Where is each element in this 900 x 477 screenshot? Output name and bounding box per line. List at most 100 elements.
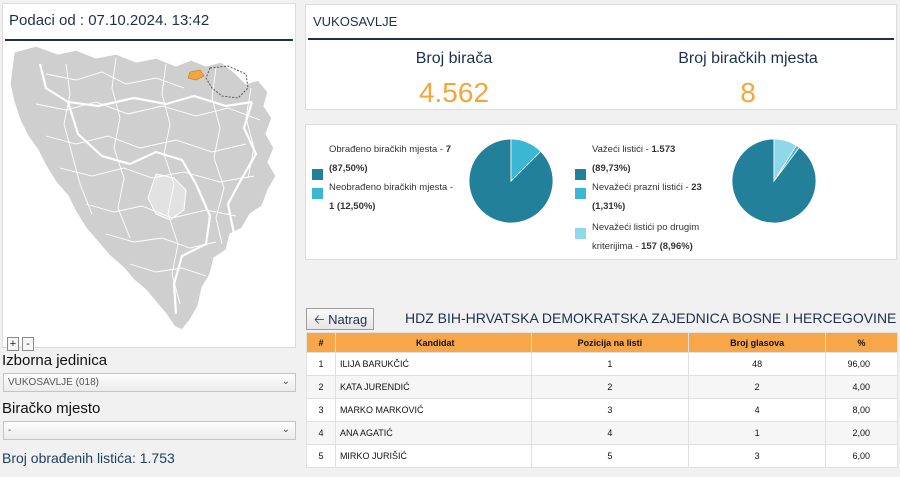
legend-swatch-valid (575, 169, 586, 180)
stations-value: 8 (740, 77, 756, 108)
polling-station-value: - (8, 425, 12, 436)
col-position: Pozicija na listi (530, 332, 690, 353)
legend-valid: Važeći listići - 1.573 (89,73%) (575, 140, 715, 180)
legend-unprocessed-value: 1 (12,50%) (329, 201, 376, 212)
zoom-in-button[interactable]: + (7, 337, 19, 351)
constituency-label: Izborna jedinica (2, 352, 108, 369)
legend-processed-pct: (87,50%) (329, 163, 368, 174)
cell-percent: 96,00 (825, 352, 898, 376)
charts-panel: Obrađeno biračkih mjesta - 7 (87,50%) Ne… (305, 124, 897, 260)
legend-blank-label: Nevažeći prazni listići - (592, 182, 692, 193)
cell-percent: 8,00 (825, 398, 898, 422)
chevron-down-icon: ⌄ (281, 376, 290, 387)
map-country-shape (9, 45, 277, 331)
ballots-pie-slice-3 (773, 138, 797, 183)
table-header-row: # Kandidat Pozicija na listi Broj glasov… (306, 332, 898, 353)
map-municipality-borders (35, 57, 261, 305)
legend-other: Nevažeći listići po drugim kriterijima -… (575, 218, 715, 256)
legend-blank-value: 23 (691, 182, 702, 193)
cell-candidate: ILIJA BARUKČIĆ (334, 352, 532, 376)
stations-pie-slice-2 (510, 138, 542, 182)
zoom-out-button[interactable]: - (22, 337, 34, 351)
cell-number: 3 (306, 398, 336, 422)
cell-position: 2 (530, 375, 690, 399)
ballots-pie-chart (731, 138, 817, 224)
legend-valid-pct: (89,73%) (592, 163, 631, 174)
legend-valid-value: 1.573 (651, 144, 676, 155)
map-district-outline (205, 65, 249, 99)
summary-panel: VUKOSAVLJE Broj birača 4.562 Broj biračk… (305, 4, 897, 110)
legend-processed-label: Obrađeno biračkih mjesta - (329, 144, 446, 155)
constituency-value: VUKOSAVLJE (018) (8, 377, 99, 388)
arrow-left-icon: 🡠 (314, 312, 325, 327)
table-row: 3 MARKO MARKOVIĆ 3 4 8,00 (306, 398, 898, 422)
data-timestamp: Podaci od : 07.10.2024. 13:42 (9, 12, 210, 29)
legend-other-value: 157 (8,96%) (641, 241, 693, 252)
legend-processed-value: 7 (445, 144, 451, 155)
cell-percent: 6,00 (825, 444, 898, 468)
processed-ballots-count: Broj obrađenih listića: 1.753 (2, 450, 175, 466)
cell-position: 3 (530, 398, 690, 422)
col-number: # (306, 332, 336, 353)
voters-label: Broj birača (415, 50, 493, 67)
legend-other-label-1: Nevažeći listići po drugim (592, 222, 700, 233)
cell-number: 4 (306, 421, 336, 445)
cell-candidate: KATA JURENDIĆ (334, 375, 532, 399)
cell-number: 2 (306, 375, 336, 399)
polling-station-select[interactable]: - ⌄ (3, 421, 296, 440)
polling-station-label: Biračko mjesto (2, 400, 101, 417)
cell-number: 1 (306, 352, 336, 376)
table-row: 4 ANA AGATIĆ 4 1 2,00 (306, 421, 898, 445)
col-percent: % (825, 332, 898, 353)
legend-blank-pct: (1,31%) (592, 201, 626, 212)
legend-unprocessed: Neobrađeno biračkih mjesta - 1 (12,50%) (312, 178, 462, 216)
back-button-label: Natrag (328, 312, 368, 327)
col-candidate: Kandidat (334, 332, 532, 353)
cell-candidate: MIRKO JURIŠIĆ (334, 444, 532, 468)
cell-position: 4 (530, 421, 690, 445)
municipality-title: VUKOSAVLJE (313, 14, 398, 29)
map-panel: Podaci od : 07.10.2024. 13:42 (2, 3, 296, 351)
map-entity-lines (38, 63, 258, 315)
stations-pie-slice-1 (468, 138, 554, 224)
legend-swatch-other (575, 228, 586, 239)
chevron-down-icon: ⌄ (281, 424, 290, 435)
legend-processed: Obrađeno biračkih mjesta - 7 (87,50%) (312, 140, 462, 180)
legend-valid-label: Važeći listići - (592, 144, 652, 155)
cell-votes: 3 (688, 444, 827, 468)
table-row: 5 MIRKO JURIŠIĆ 5 3 6,00 (306, 444, 898, 468)
stations-label: Broj biračkih mjesta (678, 50, 818, 67)
cell-votes: 4 (688, 398, 827, 422)
cell-percent: 4,00 (825, 375, 898, 399)
legend-swatch-unprocessed (312, 188, 323, 199)
stations-pie-chart (468, 138, 554, 224)
cell-votes: 2 (688, 375, 827, 399)
table-row: 2 KATA JURENDIĆ 2 2 4,00 (306, 375, 898, 399)
map-region-highlight (147, 173, 187, 221)
cell-votes: 1 (688, 421, 827, 445)
cell-position: 5 (530, 444, 690, 468)
cell-votes: 48 (688, 352, 827, 376)
bih-map[interactable] (6, 44, 294, 334)
map-selected-municipality[interactable] (187, 69, 205, 81)
legend-swatch-blank (575, 188, 586, 199)
constituency-select[interactable]: VUKOSAVLJE (018) ⌄ (3, 373, 296, 392)
back-button[interactable]: 🡠 Natrag (306, 308, 374, 330)
party-title: HDZ BIH-HRVATSKA DEMOKRATSKA ZAJEDNICA B… (405, 310, 897, 326)
candidates-table: # Kandidat Pozicija na listi Broj glasov… (306, 332, 898, 468)
left-column: Podaci od : 07.10.2024. 13:42 (0, 0, 298, 477)
cell-candidate: ANA AGATIĆ (334, 421, 532, 445)
table-row: 1 ILIJA BARUKČIĆ 1 48 96,00 (306, 352, 898, 376)
cell-percent: 2,00 (825, 421, 898, 445)
voters-value: 4.562 (418, 77, 490, 108)
ballots-pie-slice-1 (731, 138, 817, 224)
legend-other-label-2: kriterijima - (592, 241, 642, 252)
summary-divider (308, 38, 894, 40)
cell-position: 1 (530, 352, 690, 376)
col-votes: Broj glasova (688, 332, 827, 353)
cell-candidate: MARKO MARKOVIĆ (334, 398, 532, 422)
title-divider (5, 39, 293, 41)
legend-unprocessed-label: Neobrađeno biračkih mjesta - (329, 182, 454, 193)
cell-number: 5 (306, 444, 336, 468)
legend-swatch-processed (312, 169, 323, 180)
